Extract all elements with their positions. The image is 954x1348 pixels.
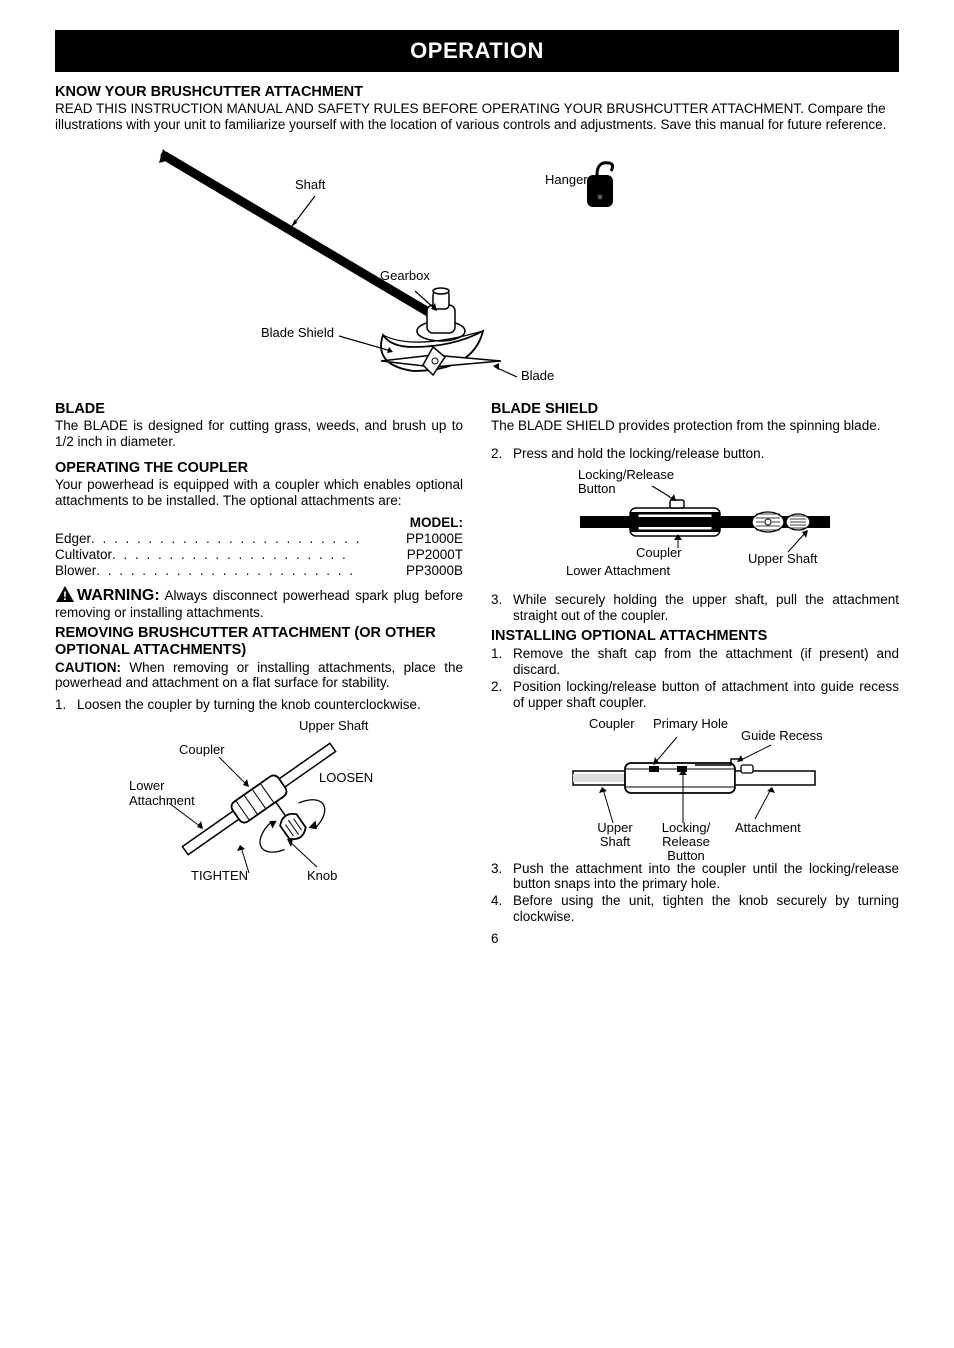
list-num: 1. [491,646,513,678]
list-num: 3. [491,592,513,624]
model-dots: . . . . . . . . . . . . . . . . . . . . … [96,563,406,579]
coupler-knob-figure: Upper Shaft Coupler LOOSEN Lower Attachm… [129,719,389,889]
warning-icon: ! [55,585,75,603]
page-header: OPERATION [55,30,899,72]
intro-title: KNOW YOUR BRUSHCUTTER ATTACHMENT [55,84,363,100]
intro-block: KNOW YOUR BRUSHCUTTER ATTACHMENT READ TH… [55,84,899,133]
caution-para: CAUTION: When removing or installing att… [55,660,463,692]
fig3-guide-recess: Guide Recess [741,729,823,743]
install-step-1: 1. Remove the shaft cap from the attachm… [491,646,899,678]
blade-title: BLADE [55,401,463,418]
list-num: 3. [491,861,513,893]
list-num: 1. [55,697,77,713]
left-column: BLADE The BLADE is designed for cutting … [55,397,463,947]
warning-block: ! WARNING: Always disconnect powerhead s… [55,585,463,622]
list-body: Press and hold the locking/release butto… [513,446,899,462]
list-body: Loosen the coupler by turning the knob c… [77,697,463,713]
install-step-2: 2. Position locking/release button of at… [491,679,899,711]
intro-text: READ THIS INSTRUCTION MANUAL AND SAFETY … [55,101,886,132]
label-blade: Blade [521,369,554,383]
brushcutter-diagram: Shaft Hanger Gearbox Blade Shield Blade [55,141,899,391]
list-num: 4. [491,893,513,925]
model-num: PP2000T [407,547,463,563]
coupler-text: Your powerhead is equipped with a couple… [55,477,463,509]
install-step-4: 4. Before using the unit, tighten the kn… [491,893,899,925]
model-num: PP3000B [406,563,463,579]
label-gearbox: Gearbox [380,269,430,283]
step-3: 3. While securely holding the upper shaf… [491,592,899,624]
label-hanger: Hanger [545,173,588,187]
fig2-lower-attachment: Lower Attachment [566,564,670,578]
fig1-upper-shaft: Upper Shaft [299,719,368,733]
fig1-tighten: TIGHTEN [191,869,248,883]
label-blade-shield: Blade Shield [261,326,334,340]
locking-release-figure: Locking/Release Button Coupler Lower Att… [560,468,830,588]
remove-step-1: 1. Loosen the coupler by turning the kno… [55,697,463,713]
model-dots: . . . . . . . . . . . . . . . . . . . . … [112,547,407,563]
blade-shield-text: The BLADE SHIELD provides protection fro… [491,418,899,434]
list-body: Before using the unit, tighten the knob … [513,893,899,925]
model-row: Cultivator . . . . . . . . . . . . . . .… [55,547,463,563]
installing-title: INSTALLING OPTIONAL ATTACHMENTS [491,628,899,645]
fig3-upper-shaft: Upper Shaft [593,821,637,850]
list-body: While securely holding the upper shaft, … [513,592,899,624]
fig1-lower-attachment: Lower Attachment [129,779,209,808]
fig3-coupler: Coupler [589,717,635,731]
svg-text:!: ! [63,589,67,603]
label-shaft: Shaft [295,178,325,192]
page-number: 6 [491,931,899,947]
removing-title: REMOVING BRUSHCUTTER ATTACHMENT (OR OTHE… [55,625,463,659]
warning-word: WARNING: [77,587,160,604]
model-row: Edger . . . . . . . . . . . . . . . . . … [55,531,463,547]
install-step-3: 3. Push the attachment into the coupler … [491,861,899,893]
list-num: 2. [491,679,513,711]
fig3-locking-release: Locking/ Release Button [655,821,717,864]
fig1-loosen: LOOSEN [319,771,373,785]
caution-word: CAUTION: [55,660,121,675]
model-num: PP1000E [406,531,463,547]
fig1-coupler: Coupler [179,743,225,757]
blade-text: The BLADE is designed for cutting grass,… [55,418,463,450]
fig1-knob: Knob [307,869,337,883]
step-2: 2. Press and hold the locking/release bu… [491,446,899,462]
fig3-primary-hole: Primary Hole [653,717,728,731]
model-name: Blower [55,563,96,579]
list-num: 2. [491,446,513,462]
fig2-locking-release: Locking/Release Button [578,468,688,497]
fig2-coupler: Coupler [636,546,682,560]
list-body: Position locking/release button of attac… [513,679,899,711]
model-row: Blower . . . . . . . . . . . . . . . . .… [55,563,463,579]
model-table: MODEL: Edger . . . . . . . . . . . . . .… [55,515,463,579]
model-name: Edger [55,531,91,547]
model-dots: . . . . . . . . . . . . . . . . . . . . … [91,531,406,547]
model-head: MODEL: [55,515,463,531]
list-body: Remove the shaft cap from the attachment… [513,646,899,678]
fig2-upper-shaft: Upper Shaft [748,552,817,566]
guide-recess-figure: Coupler Primary Hole Guide Recess Upper … [555,717,835,857]
coupler-title: OPERATING THE COUPLER [55,460,463,477]
list-body: Push the attachment into the coupler unt… [513,861,899,893]
fig3-attachment: Attachment [735,821,801,835]
blade-shield-title: BLADE SHIELD [491,401,899,418]
model-name: Cultivator [55,547,112,563]
right-column: BLADE SHIELD The BLADE SHIELD provides p… [491,397,899,947]
